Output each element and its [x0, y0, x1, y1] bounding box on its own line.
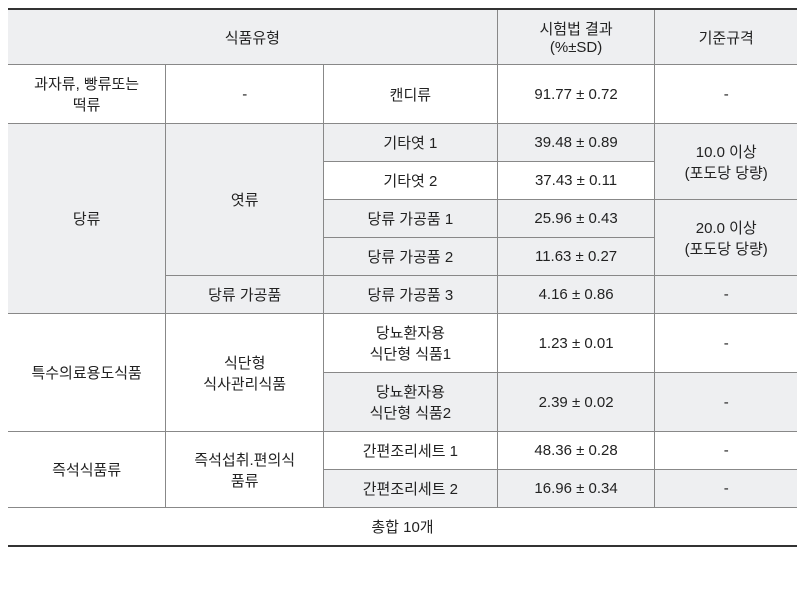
cell-result: 4.16 ± 0.86: [497, 276, 655, 314]
header-result: 시험법 결과 (%±SD): [497, 9, 655, 65]
cell-cat3: 간편조리세트 2: [324, 470, 498, 508]
cell-result: 39.48 ± 0.89: [497, 124, 655, 162]
header-result-label: 시험법 결과: [539, 21, 612, 38]
cell-cat2: 식단형 식사관리식품: [166, 314, 324, 432]
cell-standard: 10.0 이상 (포도당 당량): [655, 124, 797, 200]
cell-cat3: 당뇨환자용 식단형 식품2: [324, 373, 498, 432]
cell-result: 2.39 ± 0.02: [497, 373, 655, 432]
cell-cat3: 간편조리세트 1: [324, 432, 498, 470]
cell-cat3: 기타엿 2: [324, 162, 498, 200]
cell-cat3: 기타엿 1: [324, 124, 498, 162]
header-result-unit: (%±SD): [550, 39, 602, 56]
table-row: 특수의료용도식품 식단형 식사관리식품 당뇨환자용 식단형 식품1 1.23 ±…: [8, 314, 797, 373]
cell-cat3: 캔디류: [324, 65, 498, 124]
cell-standard: -: [655, 314, 797, 373]
cell-result: 1.23 ± 0.01: [497, 314, 655, 373]
cell-cat1: 과자류, 빵류또는 떡류: [8, 65, 166, 124]
food-results-table: 식품유형 시험법 결과 (%±SD) 기준규격 과자류, 빵류또는 떡류 - 캔…: [8, 8, 797, 547]
cell-cat3: 당뇨환자용 식단형 식품1: [324, 314, 498, 373]
table-header-row: 식품유형 시험법 결과 (%±SD) 기준규격: [8, 9, 797, 65]
cell-cat3: 당류 가공품 1: [324, 200, 498, 238]
table-row: 과자류, 빵류또는 떡류 - 캔디류 91.77 ± 0.72 -: [8, 65, 797, 124]
table-row: 당류 엿류 기타엿 1 39.48 ± 0.89 10.0 이상 (포도당 당량…: [8, 124, 797, 162]
cell-cat2: 즉석섭취.편의식 품류: [166, 432, 324, 508]
cell-result: 91.77 ± 0.72: [497, 65, 655, 124]
cell-standard: -: [655, 470, 797, 508]
cell-cat2: 당류 가공품: [166, 276, 324, 314]
cell-cat2: -: [166, 65, 324, 124]
cell-result: 37.43 ± 0.11: [497, 162, 655, 200]
cell-cat1: 즉석식품류: [8, 432, 166, 508]
cell-standard: 20.0 이상 (포도당 당량): [655, 200, 797, 276]
cell-cat1: 당류: [8, 124, 166, 314]
cell-result: 11.63 ± 0.27: [497, 238, 655, 276]
cell-cat3: 당류 가공품 3: [324, 276, 498, 314]
total-label: 총합 10개: [8, 508, 797, 547]
cell-cat2: 엿류: [166, 124, 324, 276]
cell-standard: -: [655, 432, 797, 470]
cell-cat1: 특수의료용도식품: [8, 314, 166, 432]
cell-result: 48.36 ± 0.28: [497, 432, 655, 470]
cell-standard: -: [655, 276, 797, 314]
header-standard: 기준규격: [655, 9, 797, 65]
cell-standard: -: [655, 65, 797, 124]
cell-cat3: 당류 가공품 2: [324, 238, 498, 276]
header-food-type: 식품유형: [8, 9, 497, 65]
cell-result: 25.96 ± 0.43: [497, 200, 655, 238]
table-row: 즉석식품류 즉석섭취.편의식 품류 간편조리세트 1 48.36 ± 0.28 …: [8, 432, 797, 470]
cell-result: 16.96 ± 0.34: [497, 470, 655, 508]
cell-standard: -: [655, 373, 797, 432]
table-total-row: 총합 10개: [8, 508, 797, 547]
